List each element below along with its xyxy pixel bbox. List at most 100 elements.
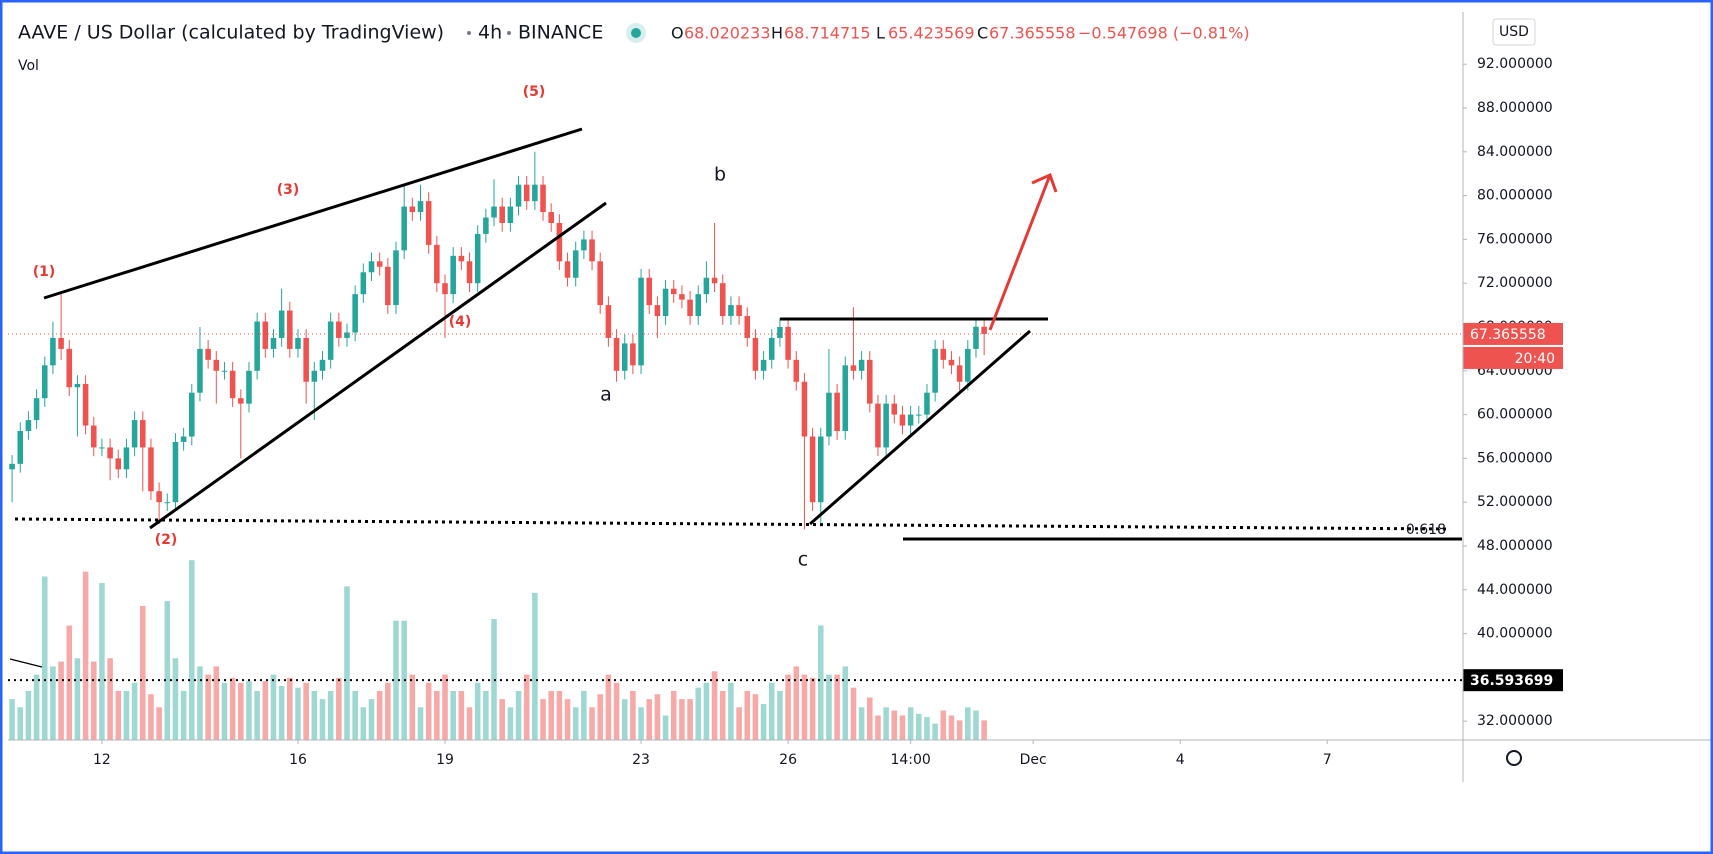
volume-bar — [801, 674, 808, 740]
candle-body — [66, 348, 73, 388]
candle-body — [238, 398, 244, 404]
volume-bar — [287, 677, 293, 740]
candle-body — [842, 365, 849, 432]
wave-label: (2) — [155, 532, 178, 548]
drawings — [9, 127, 1462, 668]
volume-bar — [883, 707, 889, 740]
volume-bar — [548, 690, 554, 740]
candle-body — [385, 266, 391, 306]
volume-bar — [327, 690, 334, 740]
wave-label: (4) — [449, 314, 472, 330]
candle-body — [540, 184, 546, 213]
candle-body — [850, 365, 857, 371]
gear[interactable] — [1506, 750, 1522, 766]
volume-bar — [319, 699, 326, 740]
candle-body — [344, 332, 350, 338]
volume-bar — [638, 707, 644, 740]
volume-bar — [597, 694, 603, 740]
volume-bar — [442, 674, 448, 740]
candle-body — [74, 383, 81, 388]
trendline — [43, 127, 583, 300]
candle-body — [883, 403, 889, 448]
y-tick-label: 72.000000 — [1477, 275, 1553, 291]
volume-bar — [793, 666, 800, 740]
currency-button[interactable] — [1492, 18, 1536, 46]
arrow-head — [1031, 172, 1058, 193]
candle-body — [450, 255, 456, 295]
candle-body — [499, 206, 505, 223]
x-tick-label: 14:00 — [890, 752, 930, 768]
candle-body — [621, 343, 628, 371]
candle-body — [311, 370, 318, 382]
candle-body — [41, 365, 48, 399]
wave-label: c — [798, 549, 808, 571]
volume-bar — [981, 720, 987, 740]
plot-marks: 32.00000036.00000040.00000044.00000048.0… — [8, 56, 1563, 768]
candle-body — [670, 288, 677, 295]
volume-bar — [82, 571, 89, 740]
volume-bar — [752, 694, 759, 740]
y-tick-label: 84.000000 — [1477, 144, 1553, 160]
volume-bar — [140, 605, 146, 740]
candle-body — [491, 206, 497, 218]
wave-label: (1) — [33, 264, 56, 280]
volume-bar — [703, 682, 710, 740]
volume-bar — [523, 674, 530, 740]
candle-body — [483, 217, 489, 234]
volume-bar — [948, 715, 955, 740]
volume-bar — [466, 707, 473, 740]
volume-bar — [916, 713, 922, 740]
status-dot — [631, 28, 641, 38]
candle-body — [646, 277, 653, 306]
candle-body — [858, 359, 865, 371]
candle-body — [458, 255, 465, 262]
volume-bar — [172, 658, 179, 740]
volume-bar — [581, 690, 587, 740]
candle-body — [164, 502, 171, 504]
candle-body — [172, 441, 179, 503]
y-tick-label: 52.000000 — [1477, 494, 1553, 510]
candle-body — [556, 222, 563, 262]
candle-body — [597, 261, 603, 306]
candle-body — [262, 321, 269, 349]
candle-body — [515, 184, 522, 207]
candle-body — [115, 458, 122, 470]
candle-body — [352, 294, 358, 333]
volume-bar — [336, 677, 342, 740]
candle-body — [834, 392, 840, 432]
volume-bar — [148, 694, 154, 740]
volume-bar — [834, 674, 840, 740]
candle-body — [229, 370, 236, 399]
volume-bar — [850, 687, 857, 740]
trendline — [9, 658, 43, 668]
candle-body — [532, 184, 538, 202]
candle-body — [148, 447, 154, 492]
candle-body — [466, 261, 473, 284]
candle-body — [695, 294, 702, 317]
volume-bar — [156, 707, 162, 740]
volume-bar — [344, 586, 350, 740]
candle-body — [221, 370, 228, 372]
volume-bar — [99, 583, 105, 740]
volume-bar — [744, 690, 751, 740]
volume-bar — [254, 690, 260, 740]
wave-label: a — [600, 384, 612, 406]
settings-icon[interactable] — [1506, 750, 1522, 766]
candle-body — [368, 261, 375, 273]
volume-bar — [17, 707, 24, 740]
volume-bar — [736, 707, 742, 740]
separator — [507, 31, 511, 35]
currency[interactable]: USD — [1499, 24, 1529, 40]
wave-label: (5) — [523, 84, 546, 100]
arrow — [988, 174, 1052, 331]
candle-body — [507, 206, 514, 223]
volume-bar — [507, 707, 514, 740]
change: −0.547698 (−0.81%) — [1078, 24, 1250, 43]
candle-body — [965, 348, 971, 382]
volume-bar — [123, 690, 130, 740]
volume-bar — [499, 699, 505, 740]
volume-bar — [785, 674, 791, 740]
volume-bar — [58, 661, 64, 740]
volume-bar — [164, 601, 171, 740]
